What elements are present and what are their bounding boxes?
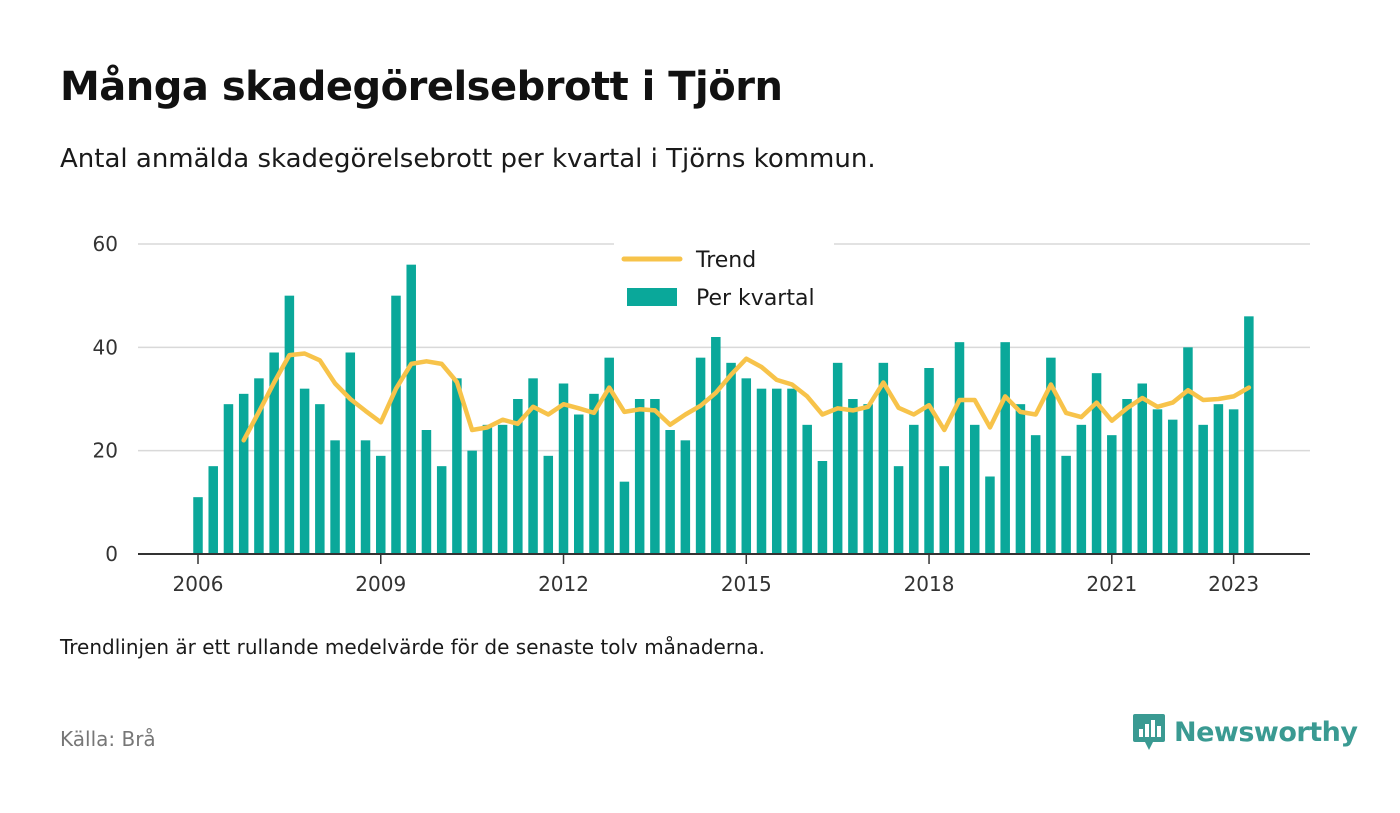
- bar: [528, 378, 538, 554]
- trend-line: [241, 351, 1252, 443]
- bar: [330, 440, 340, 554]
- brand-name: Newsworthy: [1174, 716, 1358, 748]
- bar: [1244, 316, 1254, 554]
- bar: [1228, 409, 1239, 554]
- bar: [269, 352, 279, 554]
- bar: [1107, 435, 1117, 554]
- chart: 0 20 40 60 2006 2009 2012 2015 2018 2021 2023 Tre…: [93, 232, 1310, 596]
- legend-trend-label: Trend: [695, 248, 756, 273]
- bar: [452, 378, 462, 554]
- bar: [467, 450, 477, 554]
- bar: [634, 399, 645, 554]
- bar: [711, 337, 721, 554]
- trend-series: [241, 351, 1252, 443]
- bar: [1167, 419, 1178, 554]
- chart-title: Många skadegörelsebrott i Tjörn: [60, 64, 783, 110]
- bar: [787, 388, 797, 554]
- bar: [238, 393, 249, 554]
- bar: [482, 424, 493, 554]
- bar: [497, 424, 508, 554]
- bar: [985, 476, 995, 554]
- bar: [619, 481, 630, 554]
- bar: [1122, 399, 1132, 554]
- bar: [909, 424, 919, 554]
- bar: [1076, 424, 1087, 554]
- bar: [254, 378, 264, 554]
- bar: [924, 368, 934, 554]
- bar: [1183, 347, 1193, 554]
- brand-logo: Newsworthy: [1132, 712, 1358, 752]
- x-tick-label: 2021: [1086, 572, 1137, 596]
- bar: [832, 362, 843, 554]
- bar: [284, 295, 295, 554]
- bar: [726, 362, 736, 554]
- y-tick-label: 0: [105, 542, 118, 566]
- bar: [391, 295, 401, 554]
- newsworthy-logo-icon: [1133, 714, 1165, 750]
- legend-bars-label: Per kvartal: [696, 286, 815, 311]
- bar: [1152, 409, 1163, 554]
- y-axis-labels: 0 20 40 60: [93, 232, 118, 566]
- bar: [223, 404, 234, 554]
- bar-series: [193, 264, 1254, 554]
- bar: [436, 466, 447, 554]
- bar: [1137, 383, 1148, 554]
- bar: [969, 424, 980, 554]
- bar: [741, 378, 752, 554]
- bar: [299, 388, 310, 554]
- x-tick-label: 2006: [173, 572, 224, 596]
- footnote: Trendlinjen är ett rullande medelvärde f…: [60, 635, 766, 659]
- bar: [863, 404, 873, 554]
- chart-subtitle: Antal anmälda skadegörelsebrott per kvar…: [60, 144, 876, 174]
- bar: [1000, 342, 1010, 554]
- bar: [574, 414, 584, 554]
- bar: [589, 393, 599, 554]
- bar: [939, 466, 950, 554]
- bar: [345, 352, 356, 554]
- bar: [878, 362, 889, 554]
- y-tick-label: 20: [93, 439, 118, 463]
- y-tick-label: 60: [93, 232, 118, 256]
- bar: [817, 461, 828, 554]
- bar: [650, 399, 660, 554]
- x-tick-label: 2018: [904, 572, 955, 596]
- bar: [513, 399, 523, 554]
- bar: [893, 466, 904, 554]
- source-credit: Källa: Brå: [60, 727, 156, 751]
- bar: [954, 342, 965, 554]
- bar: [208, 466, 218, 554]
- bar: [421, 430, 432, 554]
- bar: [680, 440, 691, 554]
- bar: [1046, 357, 1056, 554]
- bar: [1198, 424, 1208, 554]
- bar: [695, 357, 706, 554]
- x-axis: 2006 2009 2012 2015 2018 2021 2023: [138, 553, 1310, 596]
- bar: [771, 388, 782, 554]
- x-tick-label: 2012: [538, 572, 589, 596]
- bar: [802, 424, 812, 554]
- bar: [360, 440, 371, 554]
- bar: [756, 388, 767, 554]
- x-tick-label: 2015: [721, 572, 772, 596]
- bar: [376, 455, 386, 554]
- legend: Trend Per kvartal: [614, 238, 834, 318]
- bar: [604, 357, 614, 554]
- bar: [1061, 455, 1071, 554]
- bar: [1030, 435, 1041, 554]
- bar: [848, 399, 858, 554]
- legend-bars-swatch: [627, 288, 677, 306]
- bar: [406, 264, 416, 554]
- bar: [1015, 404, 1026, 554]
- bar: [558, 383, 569, 554]
- y-tick-label: 40: [93, 335, 118, 359]
- x-tick-label: 2009: [355, 572, 406, 596]
- x-tick-label: 2023: [1208, 572, 1259, 596]
- bar: [1213, 404, 1224, 554]
- bar: [543, 455, 554, 554]
- bar: [1091, 373, 1102, 554]
- bar: [193, 497, 203, 554]
- bar: [665, 430, 675, 554]
- bar: [315, 404, 325, 554]
